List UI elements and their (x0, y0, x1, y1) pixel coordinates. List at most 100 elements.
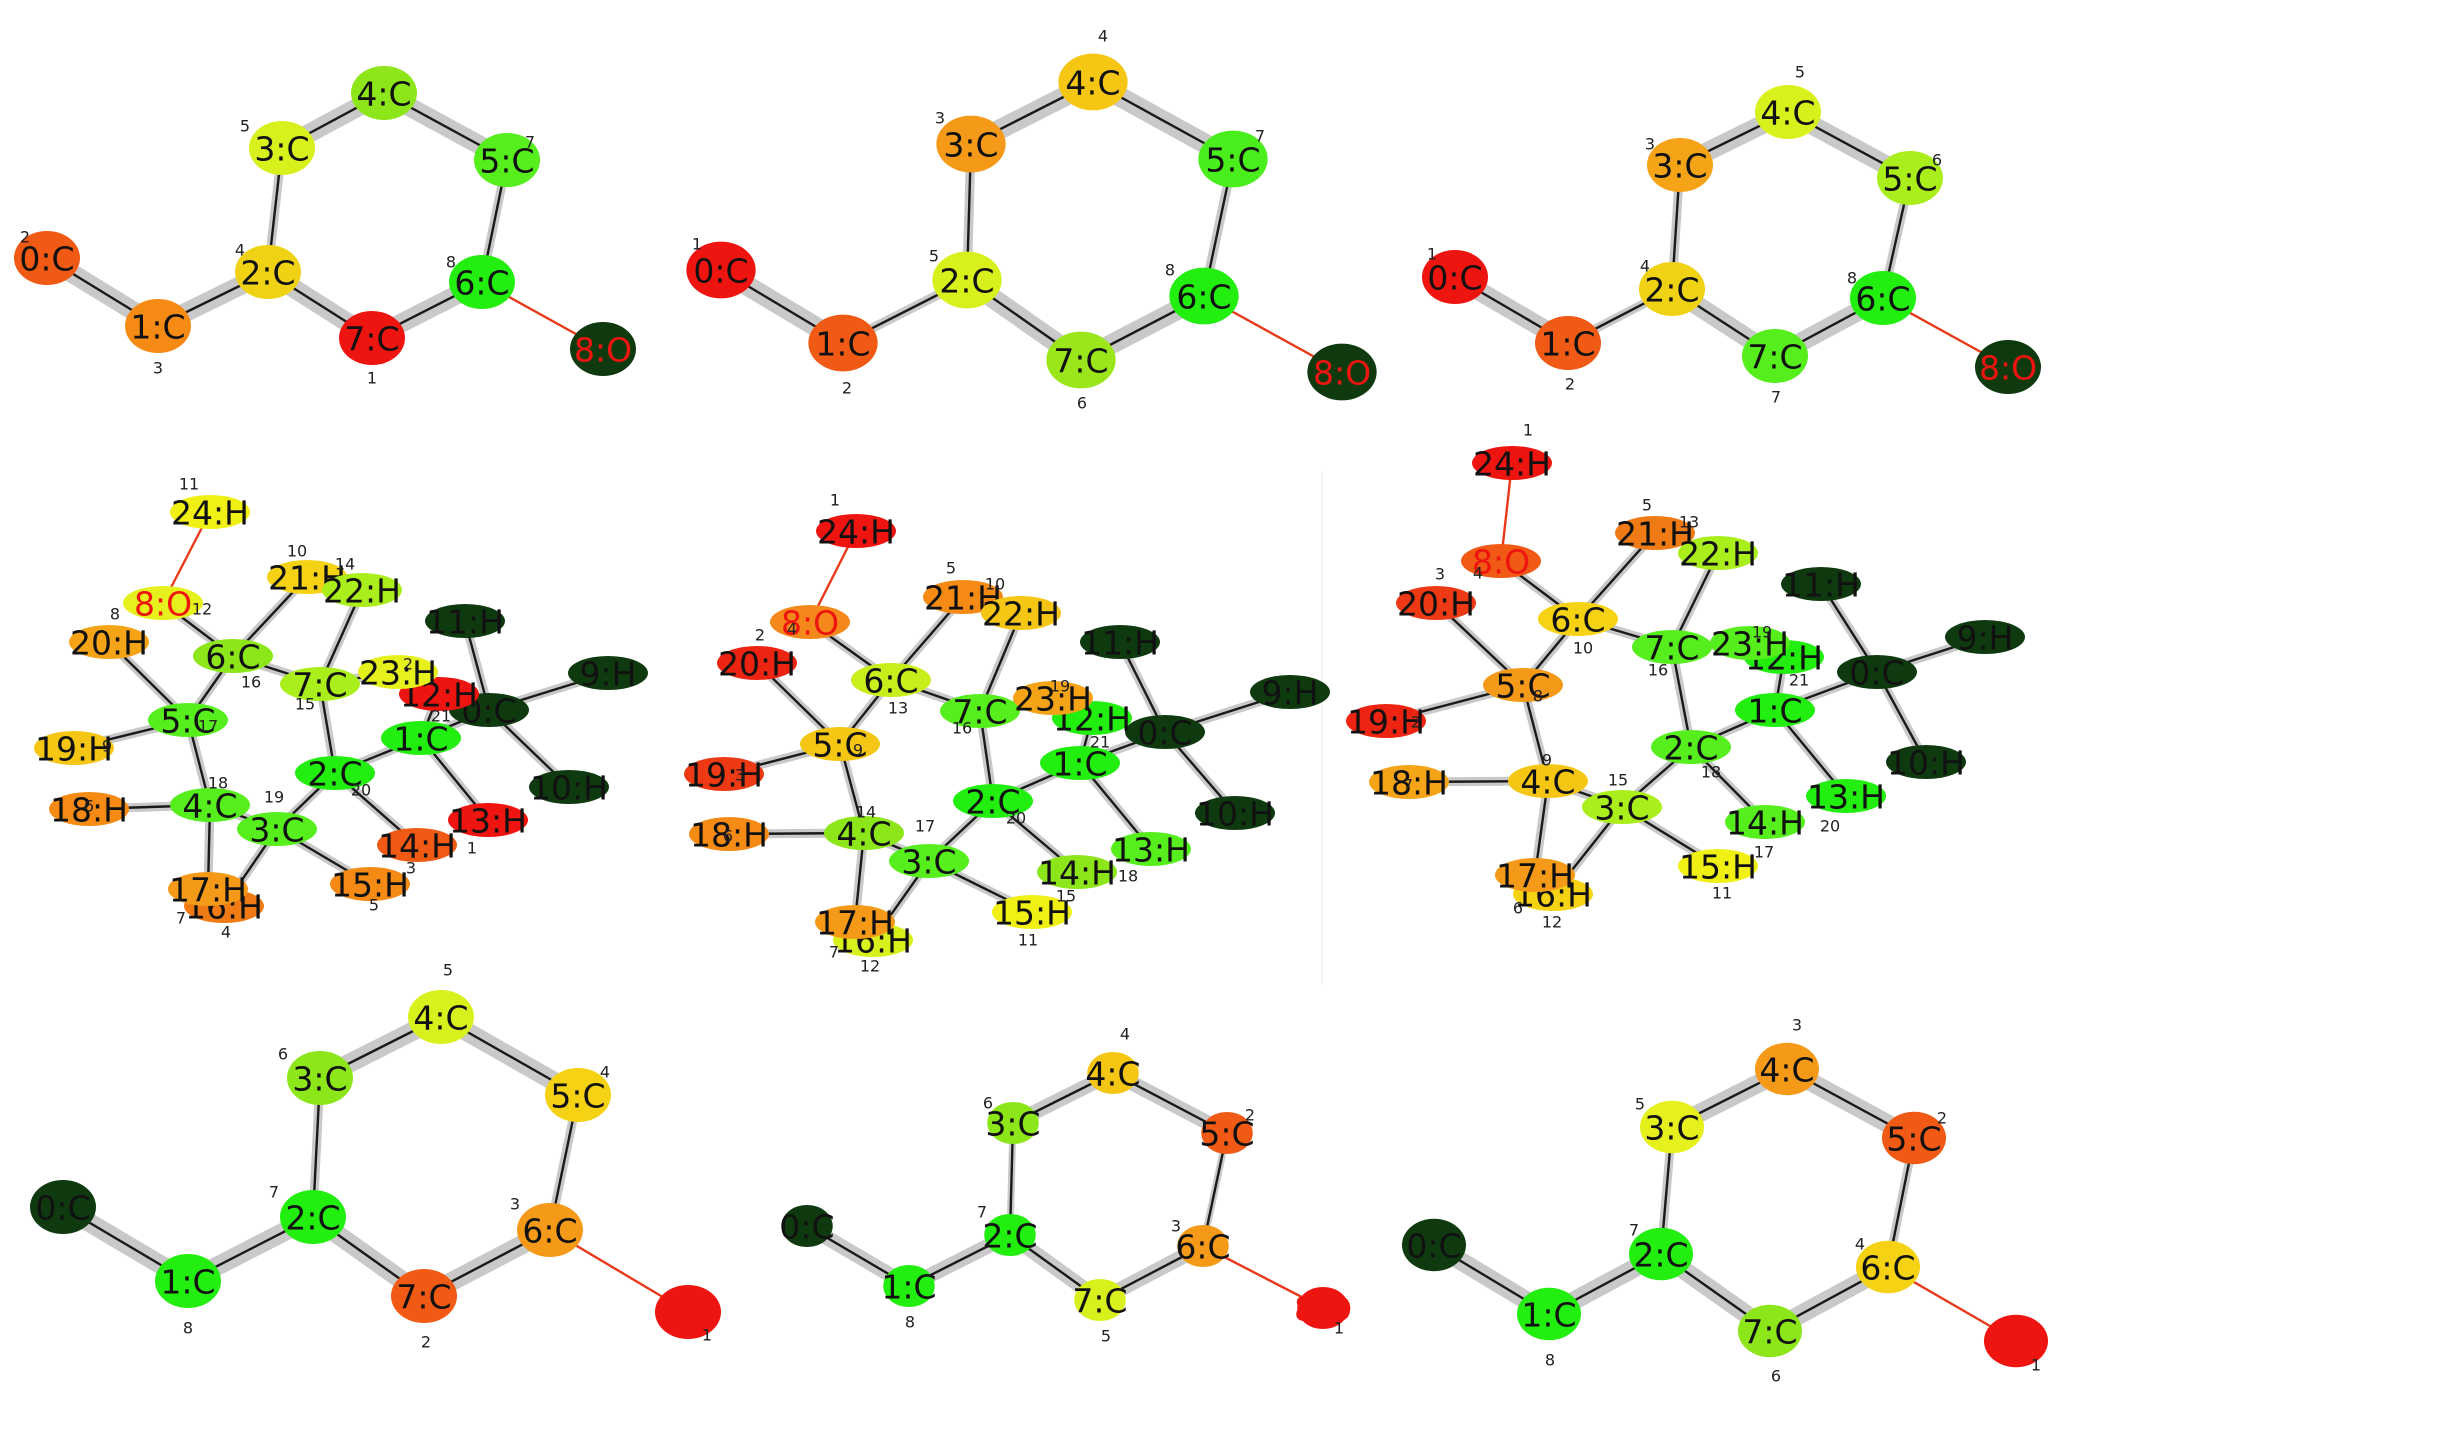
rank-label: 3 (153, 359, 163, 378)
atom-17-h: 17:H (815, 904, 895, 943)
atom-node (655, 1285, 721, 1339)
rank-label: 4 (235, 241, 245, 260)
atom-6-c: 6:C (1169, 267, 1239, 325)
atom-label: 6:C (1176, 278, 1231, 317)
rank-label: 3 (935, 109, 945, 128)
atom-6-c: 6:C (193, 638, 273, 677)
atom-label: 9:H (1262, 674, 1319, 713)
atom-label: 8:O (134, 585, 192, 624)
atom-label: 4:C (356, 75, 411, 114)
rank-label: 6 (983, 1094, 993, 1113)
atom-label: 19:H (1347, 703, 1425, 742)
atom-24-h: 24:H (816, 513, 896, 552)
atom-node (936, 115, 1006, 173)
atom-13-h: 13:H (1111, 831, 1191, 870)
atom-6-c: 6:C (1175, 1224, 1231, 1268)
rank-group: 8 7 5 3 2 4 6 1 (1545, 1016, 2041, 1386)
atom-11-h: 11:H (1080, 624, 1160, 663)
atom-18-h: 18:H (49, 791, 129, 830)
rank-label: 8 (110, 605, 120, 624)
atom-node (781, 1204, 833, 1248)
atom-label: 6:C (1855, 280, 1910, 319)
atom-node (1881, 1111, 1947, 1165)
rank-label: 9 (1542, 751, 1552, 770)
atom-label: 5:C (160, 702, 215, 741)
atom-label: 11:H (426, 603, 504, 642)
atom-2-c: 2:C (932, 251, 1002, 309)
rank-label: 21 (1789, 671, 1809, 690)
atom-22-h: 22:H (981, 595, 1061, 634)
atom-2-c: 2:C (982, 1213, 1038, 1257)
atom-label: 2:C (307, 755, 362, 794)
atom-label: 3:C (943, 126, 998, 165)
atom-20-h: 20:H (69, 624, 149, 663)
atom-label: 23:H (1711, 625, 1789, 664)
rank-label: 19 (1752, 623, 1772, 642)
atom-node (1074, 1278, 1126, 1322)
atom-node (280, 1190, 346, 1244)
atom-19-h: 19:H (34, 730, 114, 769)
rank-label: 15 (295, 695, 315, 714)
atom-label: 23:H (1014, 680, 1092, 719)
atom-node (1087, 1051, 1139, 1095)
atom-label: 1:C (1540, 325, 1595, 364)
atom-label: 15:H (331, 866, 409, 905)
rank-label: 5 (240, 117, 250, 136)
atom-label: 13:H (1807, 778, 1885, 817)
rank-label: 12 (1542, 913, 1562, 932)
rank-group: 2 3 4 5 7 8 1 (20, 117, 535, 388)
atom-5-c: 5:C (1199, 1111, 1255, 1155)
atom-node (1877, 151, 1943, 205)
atom-22-h: 22:H (322, 572, 402, 611)
rank-label: 20 (1820, 817, 1840, 836)
atom-node (1495, 858, 1575, 892)
atom-node (1040, 746, 1120, 780)
atom-label: 2:C (1644, 271, 1699, 310)
atom-node (30, 1180, 96, 1234)
atom-label: 0:C (1427, 259, 1482, 298)
atom-label: 1:C (1521, 1296, 1576, 1335)
rank-group: 21 20 19 18 17 16 15 12 1 3 5 4 7 6 9 8 10 14 2 11 (84, 475, 477, 942)
atom-1-c: 1:C (125, 299, 191, 353)
atom-node (992, 895, 1072, 929)
atom-label: 8:O (659, 1294, 717, 1333)
atom-node (1111, 832, 1191, 866)
atom-label: 5:C (1886, 1120, 1941, 1159)
atom-node (155, 1254, 221, 1308)
molecule-panel-r1c2: 0:C 1:C 2:C 3:C 4:C 5:C 6:C 7:C 8:O 1 2 5 3 4 7 8 6 (686, 27, 1377, 413)
rank-label: 2 (1245, 1106, 1255, 1125)
atom-label: 24:H (171, 494, 249, 533)
rank-label: 5 (929, 247, 939, 266)
rank-label: 7 (1629, 1221, 1639, 1240)
rank-label: 11 (179, 475, 199, 494)
atom-label: 4:C (413, 999, 468, 1038)
atom-label: 8:O (1313, 354, 1371, 393)
atom-node (1508, 764, 1588, 798)
atom-label: 5:C (479, 142, 534, 181)
atom-label: 8:O (1979, 349, 2037, 388)
atom-group: 0:C 1:C 2:C 3:C 4:C 5:C 6:C 7:C 8:O (1401, 1042, 2049, 1368)
molecule-panel-r1c1: 0:C 1:C 2:C 3:C 4:C 5:C 6:C 7:C 8:O 2 3 4 5 7 8 1 (14, 66, 636, 388)
atom-1-c: 1:C (381, 720, 461, 759)
atom-0-c: 0:C (686, 241, 756, 299)
rank-label: 6 (723, 827, 733, 846)
atom-label: 10:H (1196, 795, 1274, 834)
atom-8-o: 8:O (770, 604, 850, 643)
atom-node (1198, 130, 1268, 188)
atom-7-c: 7:C (391, 1269, 457, 1323)
atom-node (14, 231, 80, 285)
atom-node (1678, 849, 1758, 883)
atom-0-c: 0:C (779, 1204, 835, 1248)
atom-label: 10:H (1887, 744, 1965, 783)
atom-node (295, 756, 375, 790)
atom-node (408, 990, 474, 1044)
atom-label: 0:C (19, 240, 74, 279)
atom-0-c: 0:C (14, 231, 80, 285)
rank-label: 16 (241, 673, 261, 692)
atom-node (1297, 1286, 1349, 1330)
atom-label: 22:H (1679, 535, 1757, 574)
rank-group: 1 2 4 3 5 6 8 7 (1427, 63, 1942, 407)
atom-2-c: 2:C (1651, 729, 1731, 768)
atom-label: 2:C (939, 262, 994, 301)
rank-label: 20 (351, 781, 371, 800)
